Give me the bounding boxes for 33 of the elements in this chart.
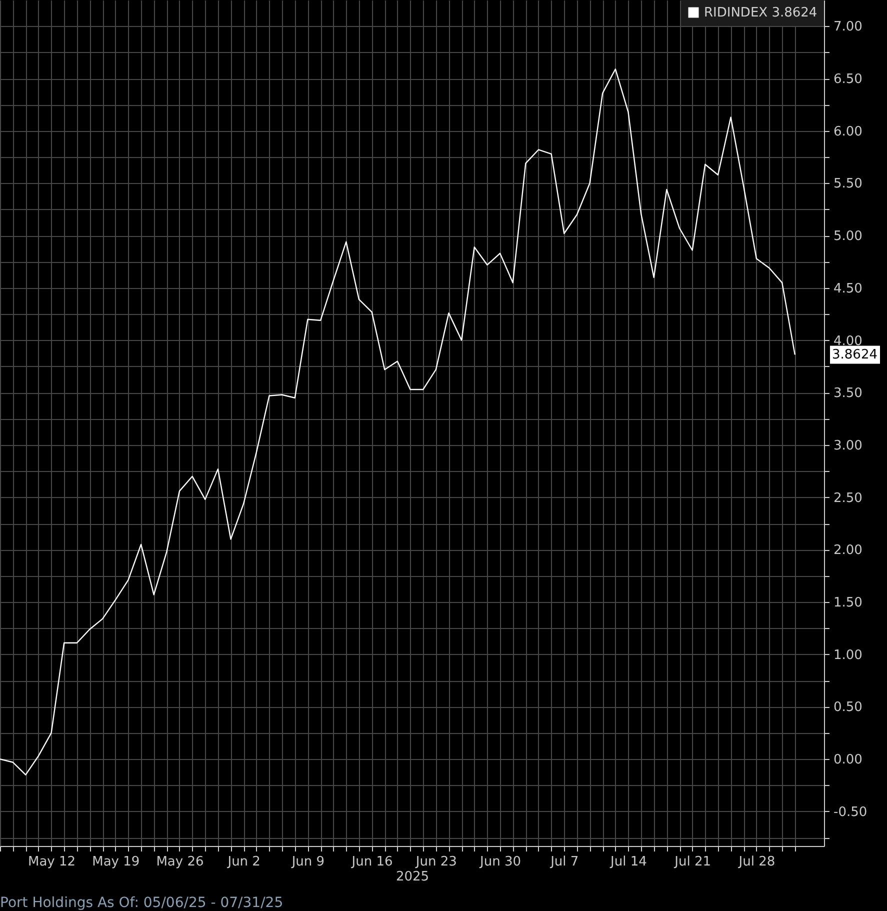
y-tick-label: 6.00 <box>834 124 862 140</box>
x-tick-label: May 19 <box>92 854 140 870</box>
y-tick-label: 1.00 <box>834 648 862 663</box>
y-tick-label: 4.00 <box>834 334 862 349</box>
legend-label: RIDINDEX 3.8624 <box>704 6 818 20</box>
x-tick-label: Jul 7 <box>550 854 579 870</box>
x-tick-label: Jul 14 <box>610 854 647 870</box>
x-tick-label: Jun 9 <box>290 854 325 870</box>
y-tick-label: 3.50 <box>834 386 862 402</box>
y-tick-label: 5.00 <box>834 229 862 244</box>
x-tick-label: May 26 <box>156 854 204 870</box>
y-tick-label: 2.00 <box>834 543 862 558</box>
line-series <box>0 68 796 776</box>
x-tick-label: Jun 30 <box>479 854 522 870</box>
x-tick-label: Jun 2 <box>226 854 260 870</box>
y-tick-label: 3.00 <box>834 438 862 454</box>
x-tick-label: Jul 21 <box>674 854 712 870</box>
x-tick-label: May 12 <box>28 854 76 870</box>
y-tick-label: 4.50 <box>834 281 862 296</box>
y-tick-label: 6.50 <box>834 72 862 88</box>
y-tick-label: 5.50 <box>834 176 862 192</box>
x-tick-label: Jun 16 <box>350 854 393 870</box>
y-tick-label: 2.50 <box>834 490 862 506</box>
text: Port Holdings As Of: 05/06/25 - 07/31/25 <box>0 895 284 911</box>
x-axis-title: 2025 <box>396 870 430 884</box>
x-tick-label: Jun 23 <box>414 854 457 870</box>
y-tick-label: 7.00 <box>834 20 862 35</box>
y-tick-label: -0.50 <box>834 804 868 820</box>
y-tick-label: 0.50 <box>834 700 862 716</box>
y-tick-label: 0.00 <box>834 752 862 768</box>
x-tick-label: Jul 28 <box>738 854 776 870</box>
y-tick-label: 1.50 <box>834 596 862 611</box>
text: 3.8624 <box>832 348 878 363</box>
